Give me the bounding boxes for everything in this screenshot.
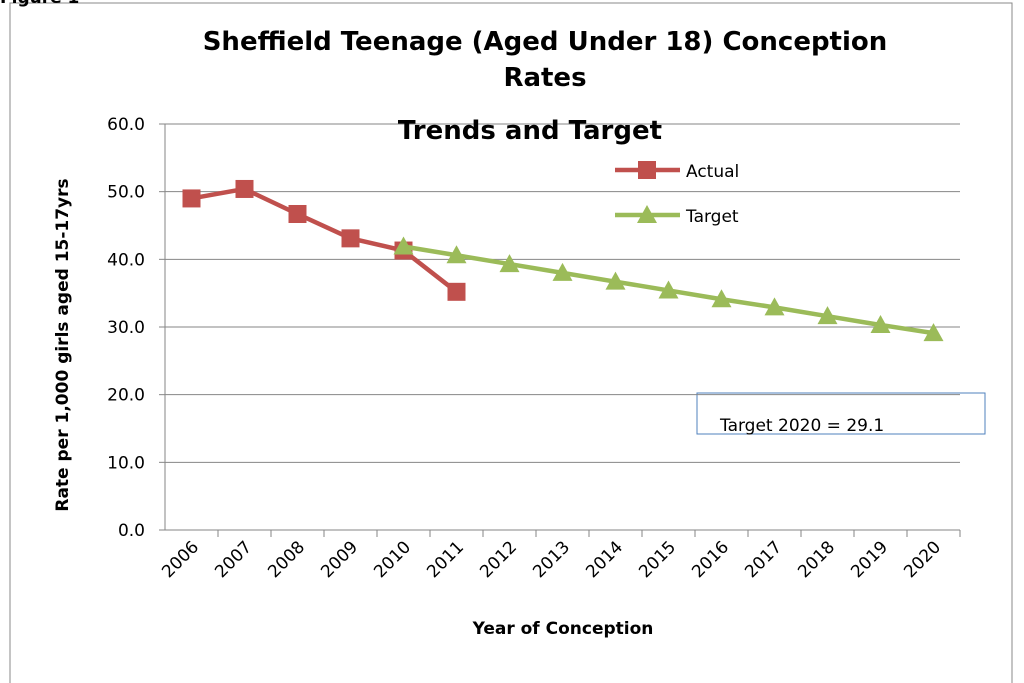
x-tick-label: 2014 [582,537,627,582]
x-tick-label: 2006 [158,537,203,582]
x-tick-label: 2015 [635,537,680,582]
x-tick-label: 2018 [794,537,839,582]
marker [393,236,414,255]
marker [637,205,657,223]
x-tick-label: 2008 [264,537,309,582]
annotation: Target 2020 = 29.1 [719,416,884,436]
marker [182,189,201,208]
y-tick-label: 10.0 [107,453,145,473]
x-tick-label: 2010 [370,537,415,582]
marker [341,229,360,248]
marker [447,282,466,301]
x-axis-label: Year of Conception [472,619,654,639]
y-tick-label: 60.0 [107,115,145,135]
x-tick-label: 2019 [847,537,892,582]
marker [499,254,520,273]
y-tick-label: 30.0 [107,318,145,338]
marker [711,289,732,308]
marker [764,297,785,316]
marker [870,314,891,333]
marker [552,262,573,281]
chart-title: Sheffield Teenage (Aged Under 18) Concep… [202,27,888,93]
x-tick-label: 2013 [529,537,574,582]
chart-subtitle: Trends and Target [397,116,663,146]
figure-label: Figure 1 [0,0,79,8]
marker [658,280,679,299]
marker [817,306,838,325]
marker [638,161,656,179]
y-tick-label: 50.0 [107,183,145,203]
x-tick-label: 2016 [688,537,733,582]
y-tick-label: 40.0 [107,250,145,270]
y-tick-label: 20.0 [107,386,145,406]
legend-label: Actual [686,162,739,182]
marker [235,179,254,198]
x-tick-label: 2017 [741,537,786,582]
x-tick-label: 2009 [317,537,362,582]
x-tick-label: 2020 [900,537,945,582]
annotation-box [696,392,986,435]
chart-frame [9,2,1013,683]
x-tick-label: 2012 [476,537,521,582]
marker [923,323,944,342]
y-tick-label: 0.0 [118,521,145,541]
series-line [191,186,458,294]
marker [605,271,626,290]
y-axis-label: Rate per 1,000 girls aged 15-17yrs [53,178,73,511]
x-tick-label: 2007 [211,537,256,582]
marker [446,245,467,264]
marker [288,204,307,223]
x-tick-label: 2011 [423,537,468,582]
legend-label: Target [685,207,739,227]
